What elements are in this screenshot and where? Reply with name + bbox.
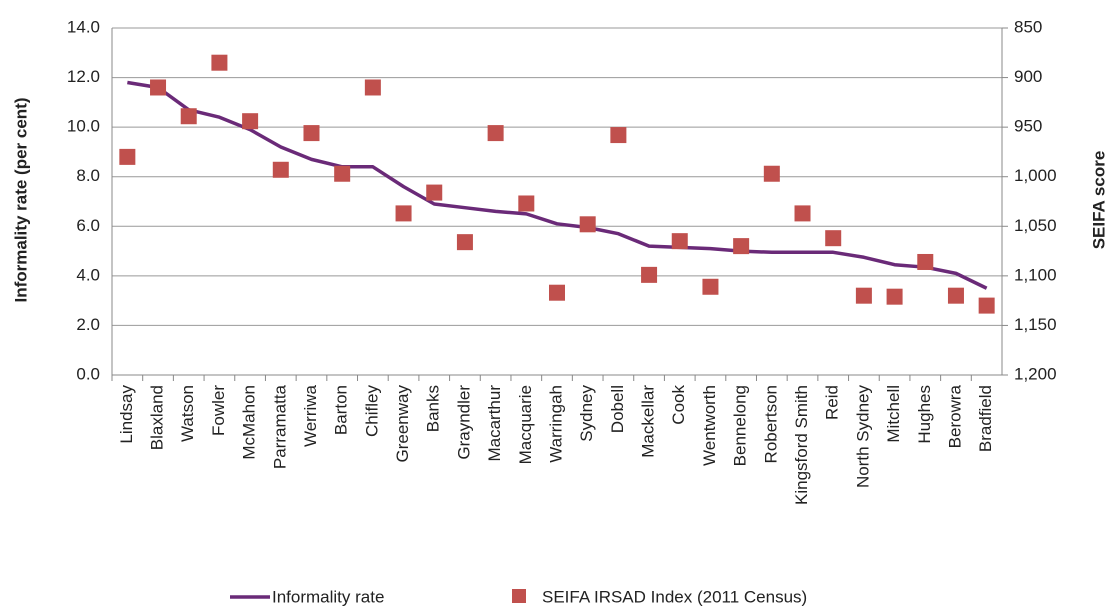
x-tick-label: Reid bbox=[823, 385, 842, 420]
x-tick-label: Watson bbox=[178, 385, 197, 442]
x-tick-label: Bradfield bbox=[976, 385, 995, 452]
point bbox=[886, 288, 903, 305]
x-tick-label: Hughes bbox=[915, 385, 934, 444]
y2-tick-label: 1,100 bbox=[1014, 265, 1057, 284]
point bbox=[303, 125, 320, 142]
x-tick-label: Cook bbox=[669, 385, 688, 425]
point bbox=[917, 253, 934, 270]
legend-label: Informality rate bbox=[272, 587, 384, 606]
y2-tick-label: 1,200 bbox=[1014, 364, 1057, 383]
legend-label: SEIFA IRSAD Index (2011 Census) bbox=[542, 587, 807, 606]
point bbox=[272, 161, 289, 178]
point bbox=[487, 125, 504, 142]
point bbox=[119, 148, 136, 165]
x-tick-label: Fowler bbox=[209, 385, 228, 436]
x-tick-label: Macquarie bbox=[516, 385, 535, 464]
y-tick-label: 0.0 bbox=[76, 364, 100, 383]
point bbox=[364, 79, 381, 96]
x-tick-label: Greenway bbox=[393, 385, 412, 463]
x-tick-label: McMahon bbox=[240, 385, 259, 460]
x-tick-label: Blaxland bbox=[148, 385, 167, 450]
y2-tick-label: 1,000 bbox=[1014, 166, 1057, 185]
y-tick-label: 10.0 bbox=[67, 117, 100, 136]
point bbox=[334, 165, 351, 182]
y-tick-label: 6.0 bbox=[76, 216, 100, 235]
x-tick-label: Wentworth bbox=[700, 385, 719, 466]
x-tick-label: Chifley bbox=[362, 385, 381, 437]
y2-axis-title: SEIFA score bbox=[1089, 151, 1108, 250]
x-tick-label: Robertson bbox=[761, 385, 780, 463]
point bbox=[733, 238, 750, 255]
line-series bbox=[127, 80, 988, 290]
y2-tick-label: 1,150 bbox=[1014, 315, 1057, 334]
y-axis-title: Informality rate (per cent) bbox=[11, 98, 30, 303]
y2-tick-label: 900 bbox=[1014, 67, 1042, 86]
x-tick-label: Lindsay bbox=[117, 385, 136, 444]
y-tick-label: 4.0 bbox=[76, 265, 100, 284]
y-tick-label: 14.0 bbox=[67, 17, 100, 36]
point bbox=[947, 287, 964, 304]
point bbox=[610, 127, 627, 144]
x-tick-label: Berowra bbox=[945, 384, 964, 448]
point bbox=[855, 287, 872, 304]
y-tick-label: 2.0 bbox=[76, 315, 100, 334]
point bbox=[702, 278, 719, 295]
y-tick-label: 12.0 bbox=[67, 67, 100, 86]
y2-tick-label: 850 bbox=[1014, 17, 1042, 36]
x-tick-label: Parramatta bbox=[270, 384, 289, 469]
x-tick-label: North Sydney bbox=[853, 385, 872, 488]
point bbox=[180, 108, 197, 125]
y-tick-label: 8.0 bbox=[76, 166, 100, 185]
x-tick-label: Warringah bbox=[546, 385, 565, 463]
x-tick-label: Kingsford Smith bbox=[792, 385, 811, 505]
x-tick-label: Sydney bbox=[577, 385, 596, 442]
point bbox=[549, 284, 565, 301]
point bbox=[794, 205, 811, 222]
x-tick-label: Banks bbox=[424, 385, 443, 432]
point bbox=[671, 233, 688, 250]
point bbox=[978, 297, 995, 314]
y2-tick-label: 950 bbox=[1014, 117, 1042, 136]
point bbox=[763, 165, 780, 182]
x-tick-label: Bennelong bbox=[731, 385, 750, 466]
point bbox=[456, 234, 473, 251]
x-tick-label: Macarthur bbox=[485, 385, 504, 462]
point bbox=[211, 54, 228, 71]
point bbox=[641, 266, 658, 283]
y2-tick-label: 1,050 bbox=[1014, 216, 1057, 235]
point bbox=[426, 184, 443, 201]
x-tick-label: Dobell bbox=[608, 385, 627, 433]
legend-swatch bbox=[512, 589, 526, 603]
point bbox=[242, 113, 259, 130]
point bbox=[395, 205, 412, 222]
x-tick-label: Grayndler bbox=[454, 385, 473, 460]
x-tick-label: Mackellar bbox=[639, 385, 658, 458]
point bbox=[579, 216, 596, 233]
x-tick-label: Barton bbox=[332, 385, 351, 435]
point bbox=[825, 230, 842, 247]
point bbox=[518, 195, 535, 212]
point bbox=[150, 79, 167, 96]
x-tick-label: Mitchell bbox=[884, 385, 903, 443]
x-tick-label: Werriwa bbox=[301, 384, 320, 447]
